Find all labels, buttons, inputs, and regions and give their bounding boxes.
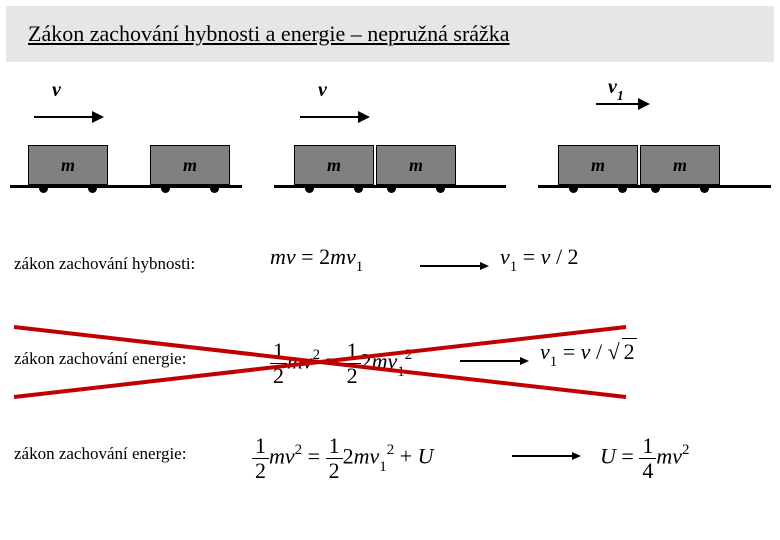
wheel-icon xyxy=(700,184,709,193)
wheel-icon xyxy=(651,184,660,193)
mass-label: m xyxy=(327,155,341,176)
title-bar: Zákon zachování hybnosti a energie – nep… xyxy=(6,6,774,62)
row-label: zákon zachování energie: xyxy=(14,349,186,369)
wheel-icon xyxy=(210,184,219,193)
mass-label: m xyxy=(673,155,687,176)
implies-arrow-icon xyxy=(460,357,529,365)
cart: m xyxy=(376,145,456,185)
collision-diagram: mmvmmvmmv1 xyxy=(0,88,780,188)
equation-right: U = 14mv2 xyxy=(600,434,689,483)
wheel-icon xyxy=(436,184,445,193)
wheel-icon xyxy=(39,184,48,193)
cart: m xyxy=(28,145,108,185)
row-label: zákon zachování hybnosti: xyxy=(14,254,195,274)
velocity-label: v xyxy=(318,79,327,102)
cart: m xyxy=(558,145,638,185)
cart-body: m xyxy=(376,145,456,185)
cart-body: m xyxy=(150,145,230,185)
cart-body: m xyxy=(28,145,108,185)
cart: m xyxy=(150,145,230,185)
wheel-icon xyxy=(569,184,578,193)
equation-row: zákon zachování energie: 12mv2 = 122mv12 … xyxy=(0,410,780,500)
wheel-icon xyxy=(305,184,314,193)
equation-right: v1 = v / √2 xyxy=(540,339,637,369)
velocity-label: v xyxy=(52,79,61,102)
equation-row: zákon zachování energie:12mv2 = 122mv12v… xyxy=(0,315,780,405)
equation-right: v1 = v / 2 xyxy=(500,244,579,274)
cart-body: m xyxy=(294,145,374,185)
implies-arrow-icon xyxy=(512,452,581,460)
wheel-icon xyxy=(354,184,363,193)
wheel-icon xyxy=(88,184,97,193)
wheel-icon xyxy=(618,184,627,193)
cart: m xyxy=(294,145,374,185)
row-label: zákon zachování energie: xyxy=(14,444,186,464)
mass-label: m xyxy=(409,155,423,176)
velocity-arrow-icon xyxy=(34,111,104,123)
equation-left: 12mv2 = 122mv12 + U xyxy=(252,434,434,483)
equation-row: zákon zachování hybnosti: mv = 2mv1 v1 = v… xyxy=(0,220,780,310)
cart-body: m xyxy=(640,145,720,185)
equation-left: mv = 2mv1 xyxy=(270,244,363,274)
cart: m xyxy=(640,145,720,185)
velocity-arrow-icon xyxy=(300,111,370,123)
wheel-icon xyxy=(387,184,396,193)
mass-label: m xyxy=(183,155,197,176)
wheel-icon xyxy=(161,184,170,193)
page-title: Zákon zachování hybnosti a energie – nep… xyxy=(28,21,510,47)
mass-label: m xyxy=(61,155,75,176)
implies-arrow-icon xyxy=(420,262,489,270)
mass-label: m xyxy=(591,155,605,176)
velocity-label: v1 xyxy=(608,76,624,102)
cart-body: m xyxy=(558,145,638,185)
